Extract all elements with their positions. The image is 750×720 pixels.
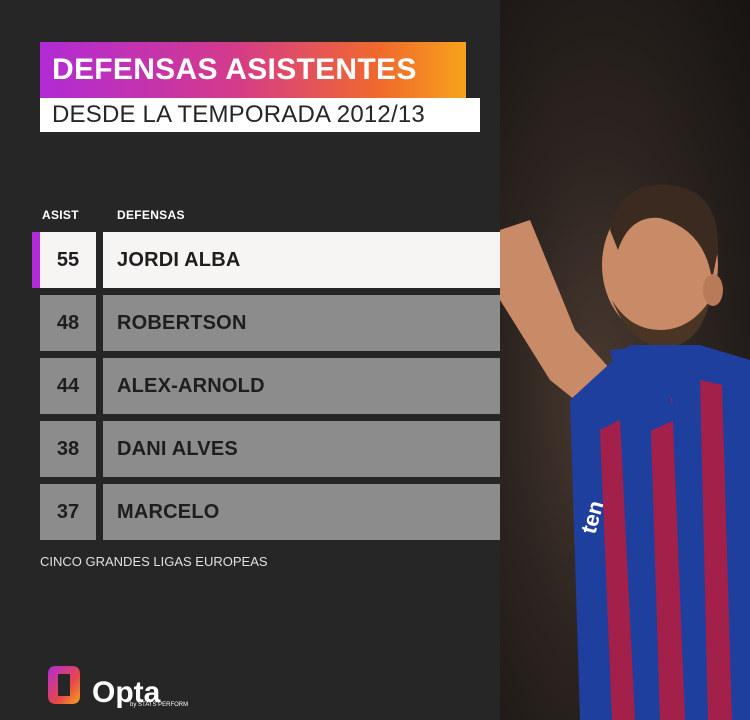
opta-logo: Opta by STATS PERFORM	[44, 662, 188, 709]
player-name: ALEX-ARNOLD	[103, 358, 500, 414]
assists-value: 44	[40, 358, 96, 414]
player-name: MARCELO	[103, 484, 500, 540]
player-name: DANI ALVES	[103, 421, 500, 477]
subtitle-banner: DESDE LA TEMPORADA 2012/13	[40, 98, 480, 132]
table-row: 55 JORDI ALBA	[32, 232, 500, 288]
player-photo-illustration: ten	[500, 184, 750, 720]
page-title: DEFENSAS ASISTENTES	[52, 53, 417, 86]
table-row: 44 ALEX-ARNOLD	[40, 358, 500, 414]
assists-value: 48	[40, 295, 96, 351]
player-name: ROBERTSON	[103, 295, 500, 351]
player-name: JORDI ALBA	[103, 232, 500, 288]
page-subtitle: DESDE LA TEMPORADA 2012/13	[52, 101, 425, 128]
opta-logo-icon	[48, 666, 80, 704]
title-banner: DEFENSAS ASISTENTES	[40, 42, 466, 98]
assists-value: 38	[40, 421, 96, 477]
assists-value: 55	[40, 232, 96, 288]
table-row: 48 ROBERTSON	[40, 295, 500, 351]
player-photo: ten	[500, 0, 750, 720]
column-header-assists: ASIST	[42, 208, 79, 222]
table-row: 37 MARCELO	[40, 484, 500, 540]
column-header-defenders: DEFENSAS	[117, 208, 185, 222]
opta-wordmark: Opta	[92, 676, 161, 709]
opta-tagline: by STATS PERFORM	[130, 702, 189, 708]
footnote: CINCO GRANDES LIGAS EUROPEAS	[40, 554, 268, 569]
table-row: 38 DANI ALVES	[40, 421, 500, 477]
assists-value: 37	[40, 484, 96, 540]
